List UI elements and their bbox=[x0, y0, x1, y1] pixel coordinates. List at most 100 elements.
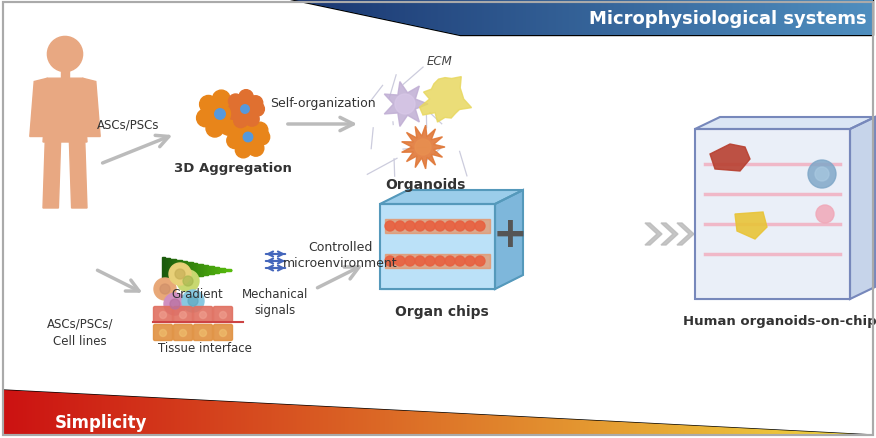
Polygon shape bbox=[645, 223, 662, 245]
Bar bbox=[228, 270, 230, 271]
Circle shape bbox=[227, 133, 243, 149]
Circle shape bbox=[213, 91, 230, 109]
Circle shape bbox=[241, 106, 250, 114]
Bar bbox=[174, 260, 176, 281]
Text: Mechanical
signals: Mechanical signals bbox=[242, 287, 308, 316]
Circle shape bbox=[475, 222, 485, 231]
Circle shape bbox=[200, 330, 207, 337]
Circle shape bbox=[180, 330, 187, 337]
Circle shape bbox=[475, 256, 485, 266]
Circle shape bbox=[808, 161, 836, 189]
Circle shape bbox=[200, 96, 217, 114]
Bar bbox=[167, 258, 169, 283]
Circle shape bbox=[159, 330, 166, 337]
Text: Tissue interface: Tissue interface bbox=[158, 341, 252, 354]
FancyBboxPatch shape bbox=[173, 307, 193, 323]
Bar bbox=[209, 266, 211, 275]
Circle shape bbox=[229, 95, 243, 109]
Circle shape bbox=[160, 284, 170, 294]
Bar bbox=[190, 263, 191, 278]
Text: 3D Aggregation: 3D Aggregation bbox=[174, 162, 292, 175]
Circle shape bbox=[455, 256, 465, 266]
Polygon shape bbox=[69, 143, 87, 208]
FancyBboxPatch shape bbox=[194, 325, 213, 341]
Bar bbox=[205, 265, 207, 276]
Circle shape bbox=[248, 141, 264, 157]
Bar bbox=[178, 260, 179, 280]
FancyBboxPatch shape bbox=[153, 325, 173, 341]
Circle shape bbox=[180, 312, 187, 319]
Polygon shape bbox=[43, 79, 87, 143]
Bar bbox=[207, 266, 208, 275]
Circle shape bbox=[206, 120, 223, 138]
Bar bbox=[695, 130, 850, 299]
Bar bbox=[187, 262, 188, 279]
Polygon shape bbox=[850, 118, 875, 299]
Circle shape bbox=[177, 270, 199, 292]
Bar bbox=[219, 268, 221, 273]
Circle shape bbox=[252, 123, 268, 139]
Bar bbox=[194, 263, 195, 277]
Polygon shape bbox=[495, 191, 523, 290]
FancyBboxPatch shape bbox=[214, 307, 232, 323]
Bar bbox=[385, 254, 490, 268]
FancyBboxPatch shape bbox=[194, 307, 213, 323]
Bar bbox=[201, 265, 202, 276]
Circle shape bbox=[245, 113, 259, 127]
Circle shape bbox=[385, 256, 395, 266]
Bar bbox=[186, 262, 187, 279]
Circle shape bbox=[816, 205, 834, 223]
Circle shape bbox=[234, 114, 248, 128]
Text: Gradient: Gradient bbox=[171, 287, 223, 300]
Circle shape bbox=[170, 299, 180, 309]
Bar bbox=[198, 264, 200, 277]
Polygon shape bbox=[380, 191, 523, 205]
Circle shape bbox=[249, 96, 263, 111]
Circle shape bbox=[395, 222, 405, 231]
Circle shape bbox=[169, 263, 191, 285]
Bar bbox=[200, 265, 201, 276]
Circle shape bbox=[226, 106, 244, 124]
Bar bbox=[695, 130, 850, 299]
Circle shape bbox=[385, 222, 395, 231]
Bar bbox=[215, 267, 216, 273]
Bar bbox=[162, 258, 164, 283]
Bar bbox=[230, 270, 232, 271]
Text: Organoids: Organoids bbox=[385, 177, 465, 191]
Circle shape bbox=[188, 297, 198, 306]
Circle shape bbox=[183, 276, 193, 286]
Circle shape bbox=[209, 104, 230, 125]
Circle shape bbox=[154, 279, 176, 300]
Bar bbox=[212, 267, 214, 274]
Polygon shape bbox=[735, 212, 767, 240]
Bar bbox=[226, 269, 228, 272]
Bar bbox=[166, 258, 167, 283]
Bar bbox=[164, 258, 165, 283]
Circle shape bbox=[239, 91, 253, 105]
Circle shape bbox=[196, 110, 215, 127]
Bar bbox=[216, 268, 218, 273]
FancyBboxPatch shape bbox=[173, 325, 193, 341]
Bar bbox=[165, 258, 166, 283]
Circle shape bbox=[159, 312, 166, 319]
Bar bbox=[221, 268, 223, 272]
Bar bbox=[179, 261, 180, 280]
Bar bbox=[380, 205, 495, 290]
Bar bbox=[181, 261, 183, 280]
Bar bbox=[185, 261, 186, 279]
Circle shape bbox=[405, 222, 415, 231]
Circle shape bbox=[220, 330, 227, 337]
PathPatch shape bbox=[3, 390, 873, 435]
Circle shape bbox=[395, 95, 415, 115]
Circle shape bbox=[182, 290, 204, 312]
Bar bbox=[202, 265, 204, 276]
Circle shape bbox=[241, 116, 258, 132]
Text: Human organoids-on-chips: Human organoids-on-chips bbox=[683, 314, 876, 327]
Text: Microphysiological systems: Microphysiological systems bbox=[590, 10, 867, 28]
Text: Controlled
microenvironment: Controlled microenvironment bbox=[283, 240, 398, 269]
Bar bbox=[385, 219, 490, 233]
Circle shape bbox=[445, 256, 455, 266]
Circle shape bbox=[236, 142, 251, 159]
Polygon shape bbox=[43, 143, 60, 208]
Text: +: + bbox=[492, 213, 527, 255]
